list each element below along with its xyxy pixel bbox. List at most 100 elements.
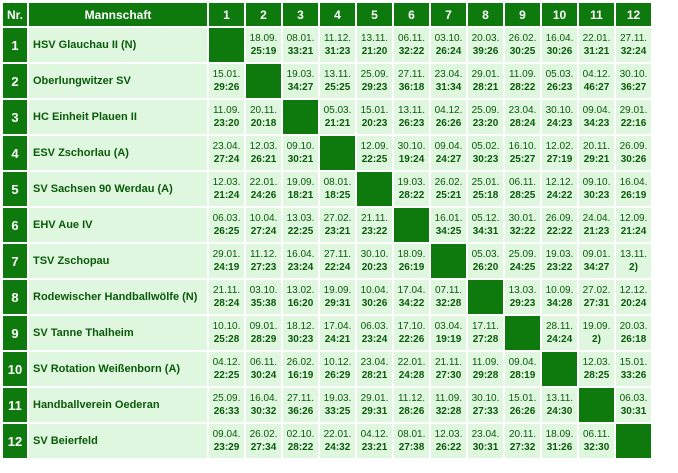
header-col-8: 8 xyxy=(468,3,503,26)
match-score: 36:27 xyxy=(620,82,647,93)
match-score: 35:38 xyxy=(250,298,277,309)
match-score: 26:19 xyxy=(620,190,647,201)
match-score: 28:24 xyxy=(509,118,536,129)
match-date: 10.04. xyxy=(249,213,278,224)
match-score: 29:28 xyxy=(472,370,499,381)
result-cell: 05.03. 26:23 xyxy=(542,64,577,98)
match-score: 20:18 xyxy=(250,118,277,129)
result-cell: 22.01. 24:32 xyxy=(320,424,355,458)
result-cell: 05.12. 34:31 xyxy=(468,208,503,242)
result-cell: 06.03. 26:25 xyxy=(209,208,244,242)
result-cell: 19.03. 23:22 xyxy=(542,244,577,278)
match-score: 34:27 xyxy=(583,262,610,273)
match-date: 11.09. xyxy=(508,69,537,80)
match-date: 12.03. xyxy=(249,141,278,152)
match-date: 05.12. xyxy=(471,213,500,224)
match-date: 21.11. xyxy=(434,357,463,368)
result-cell: 27.11. 36:18 xyxy=(394,64,429,98)
match-score: 22:25 xyxy=(361,154,388,165)
match-score: 34:28 xyxy=(546,298,573,309)
match-score: 31:34 xyxy=(435,82,462,93)
match-date: 20.11. xyxy=(249,105,278,116)
result-cell: 09.04. 28:19 xyxy=(505,352,540,386)
result-cell: 15.01. 29:26 xyxy=(209,64,244,98)
result-cell: 15.01. 20:23 xyxy=(357,100,392,134)
result-cell: 10.09. 34:28 xyxy=(542,280,577,314)
match-date: 27.11. xyxy=(323,249,352,260)
result-cell: 19.03. 28:22 xyxy=(394,172,429,206)
self-match-cell xyxy=(209,28,244,62)
team-name: HSV Glauchau II (N) xyxy=(29,28,207,62)
result-cell: 12.09. 22:25 xyxy=(357,136,392,170)
result-cell: 03.10. 26:24 xyxy=(431,28,466,62)
match-date: 25.09. xyxy=(360,69,389,80)
match-score: 26:23 xyxy=(398,118,425,129)
match-date: 02.10. xyxy=(286,429,315,440)
match-score: 28:22 xyxy=(509,82,536,93)
result-cell: 20.11. 20:18 xyxy=(246,100,281,134)
match-score: 24:21 xyxy=(324,334,351,345)
result-cell: 07.11. 32:28 xyxy=(431,280,466,314)
result-cell: 19.09. 18:21 xyxy=(283,172,318,206)
row-number: 12 xyxy=(3,424,27,458)
result-cell: 21.11. 28:24 xyxy=(209,280,244,314)
result-cell: 27.11. 36:26 xyxy=(283,388,318,422)
match-date: 19.03. xyxy=(286,69,315,80)
match-date: 16.04. xyxy=(286,249,315,260)
match-score: 30:26 xyxy=(546,46,573,57)
header-col-2: 2 xyxy=(246,3,281,26)
match-score: 28:21 xyxy=(361,370,388,381)
match-score: 27:24 xyxy=(213,154,240,165)
match-date: 06.11. xyxy=(582,429,611,440)
result-cell: 26.09. 22:22 xyxy=(542,208,577,242)
match-score: 27:24 xyxy=(250,226,277,237)
result-cell: 05.02. 30:23 xyxy=(468,136,503,170)
table-row: 5 SV Sachsen 90 Werdau (A) 12.03. 21:24 22.0… xyxy=(3,172,651,206)
match-date: 04.12. xyxy=(434,105,463,116)
result-cell: 26.02. 16:19 xyxy=(283,352,318,386)
match-date: 12.03. xyxy=(212,177,241,188)
result-cell: 22.01. 24:28 xyxy=(394,352,429,386)
match-score: 32:22 xyxy=(398,46,425,57)
match-score: 16:20 xyxy=(287,298,314,309)
results-crosstable: Nr. Mannschaft 1 2 3 4 5 6 7 8 9 10 11 1… xyxy=(1,1,653,460)
match-date: 18.09. xyxy=(249,33,278,44)
match-date: 12.03. xyxy=(582,357,611,368)
result-cell: 12.03. 28:25 xyxy=(579,352,614,386)
table-row: 12 SV Beierfeld 09.04. 23:29 26.02. 27:34 02.1… xyxy=(3,424,651,458)
match-date: 12.02. xyxy=(545,141,574,152)
match-date: 17.04. xyxy=(323,321,352,332)
match-score: 33:26 xyxy=(620,370,647,381)
row-number: 9 xyxy=(3,316,27,350)
match-date: 12.09. xyxy=(360,141,389,152)
match-date: 19.03. xyxy=(397,177,426,188)
match-score: 36:18 xyxy=(398,82,425,93)
result-cell: 09.04. 24:27 xyxy=(431,136,466,170)
self-match-cell xyxy=(542,352,577,386)
match-date: 11.12. xyxy=(397,393,426,404)
match-score: 26:22 xyxy=(435,442,462,453)
match-score: 22:25 xyxy=(287,226,314,237)
match-score: 32:28 xyxy=(435,298,462,309)
match-date: 11.12. xyxy=(249,249,278,260)
match-score: 34:31 xyxy=(472,226,499,237)
result-cell: 05.03. 26:20 xyxy=(468,244,503,278)
result-cell: 12.03. 21:24 xyxy=(209,172,244,206)
match-score: 2) xyxy=(629,262,638,273)
result-cell: 06.11. 32:30 xyxy=(579,424,614,458)
match-score: 27:33 xyxy=(472,406,499,417)
match-score: 29:23 xyxy=(361,82,388,93)
match-score: 24:27 xyxy=(435,154,462,165)
match-date: 09.10. xyxy=(286,141,315,152)
match-score: 32:24 xyxy=(620,46,647,57)
result-cell: 06.03. 23:24 xyxy=(357,316,392,350)
match-score: 26:21 xyxy=(250,154,277,165)
match-score: 23:20 xyxy=(213,118,240,129)
result-cell: 11.09. 32:28 xyxy=(431,388,466,422)
match-date: 13.11. xyxy=(397,105,426,116)
team-name: EHV Aue IV xyxy=(29,208,207,242)
result-cell: 27.02. 27:31 xyxy=(579,280,614,314)
self-match-cell xyxy=(357,172,392,206)
match-score: 26:26 xyxy=(509,406,536,417)
result-cell: 13.11. 25:25 xyxy=(320,64,355,98)
